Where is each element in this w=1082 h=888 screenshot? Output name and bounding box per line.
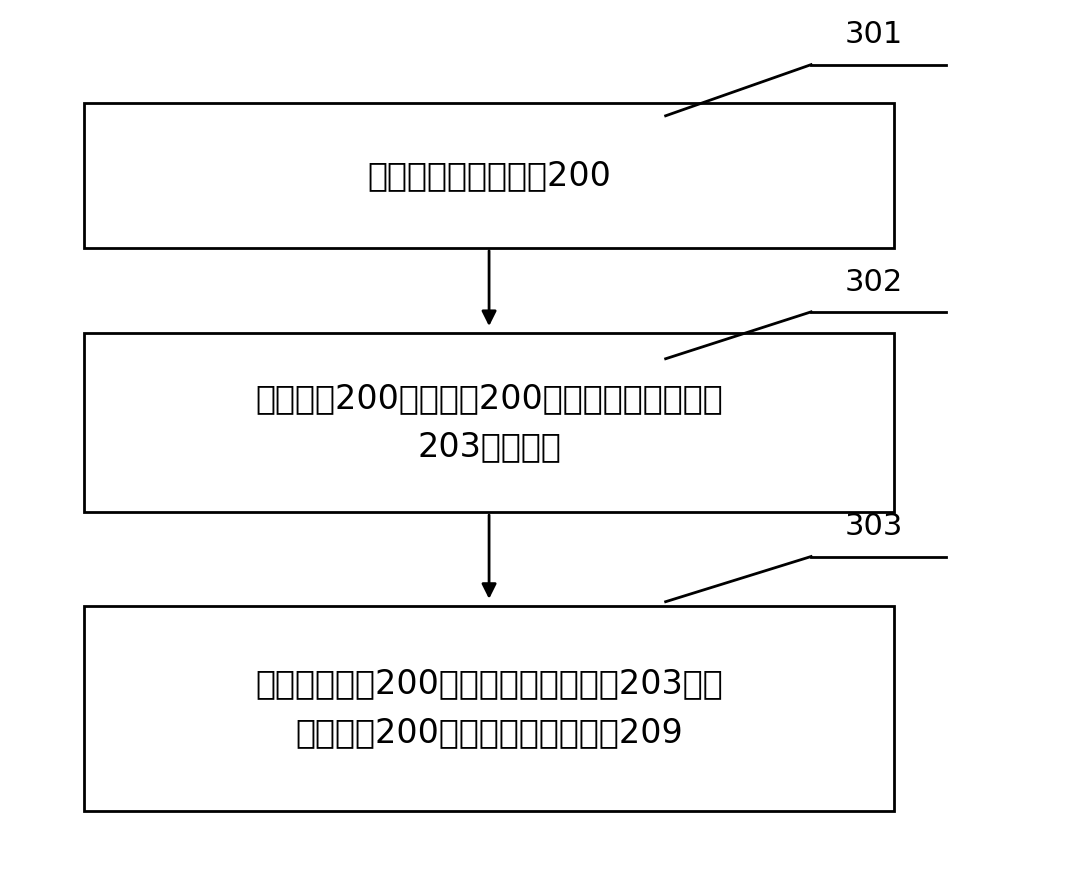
Text: 通过各印制板200的印制板间连接器件203连接
各印制板200与电信号连接印制板209: 通过各印制板200的印制板间连接器件203连接 各印制板200与电信号连接印制板… xyxy=(255,668,723,749)
Text: 301: 301 xyxy=(844,20,902,50)
Text: 将印制板200与印制板200的印制板间连接器件
203固定连接: 将印制板200与印制板200的印制板间连接器件 203固定连接 xyxy=(255,382,723,464)
Text: 制作至少三个印制板200: 制作至少三个印制板200 xyxy=(367,159,611,192)
Bar xyxy=(84,103,894,248)
Text: 302: 302 xyxy=(844,267,902,297)
Bar xyxy=(84,333,894,512)
Text: 303: 303 xyxy=(844,512,902,541)
Bar xyxy=(84,606,894,811)
